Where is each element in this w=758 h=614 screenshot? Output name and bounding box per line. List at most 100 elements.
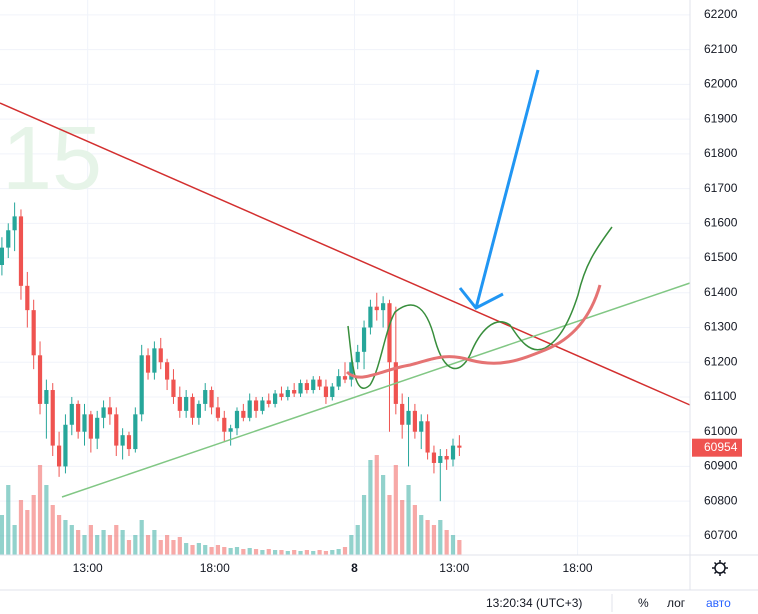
volume-bar [381,475,386,555]
volume-bar [209,547,214,555]
volume-bar [69,525,74,555]
candle-body [425,421,430,453]
candle-body [56,445,62,467]
volume-bar [374,455,379,555]
volume-bar [145,535,151,555]
candle-body [177,396,182,411]
y-tick-label: 60800 [704,493,738,507]
candle-body [273,393,278,404]
last-price-label: 60954 [704,440,738,454]
candle-body [50,390,55,446]
volume-bar [31,495,36,555]
volume-bar [63,520,68,555]
clock: 13:20:34 (UTC+3) [486,596,582,610]
volume-bar [292,550,297,555]
volume-bar [298,551,303,555]
candle-body [342,376,348,380]
volume-bar [196,543,201,555]
volume-bar [450,535,456,555]
candle-body [95,417,100,439]
resistance-trendline [0,102,691,406]
candle-body [158,348,163,363]
volume-bar [260,550,265,555]
volume-bar [361,495,367,555]
y-tick-label: 61200 [704,354,738,368]
candle-body [69,403,74,425]
volume-bar [0,515,5,555]
y-tick-label: 61700 [704,181,738,195]
volume-bar [387,495,392,555]
y-tick-label: 61600 [704,215,738,229]
log-toggle[interactable]: лог [667,596,686,610]
candle-body [406,410,411,425]
volume-bar [37,465,43,555]
x-tick-label: 13:00 [439,561,469,575]
candle-body [88,414,93,439]
volume-bar [171,540,176,555]
volume-bar [107,535,113,555]
auto-toggle[interactable]: авто [706,596,731,610]
volume-bar [152,530,157,555]
candle-body [6,230,11,248]
candle-body [145,355,151,373]
y-tick-label: 60900 [704,459,738,473]
candle-body [400,403,405,425]
volume-bar [285,551,290,555]
volume-bar [425,520,430,555]
volume-bar [393,465,398,555]
volume-bar [228,548,233,555]
candle-body [412,410,417,432]
percent-toggle[interactable]: % [638,596,649,610]
candle-body [209,390,214,408]
volume-bar [222,547,227,555]
y-tick-label: 61900 [704,111,738,125]
candle-body [266,400,271,404]
x-tick-label: 18:00 [200,561,230,575]
candle-body [438,456,443,463]
volume-bar [406,485,411,555]
x-tick-label: 18:00 [563,561,593,575]
candle-body [355,351,360,363]
volume-bar [101,530,106,555]
volume-bar [304,550,309,555]
candle-body [234,410,240,429]
last-price-box [692,438,742,457]
volume-bar [82,535,87,555]
x-tick-label: 13:00 [73,561,103,575]
candle-body [190,396,195,418]
volume-bar [126,540,132,555]
candle-body [18,216,24,286]
candle-body [76,403,81,432]
candle-body [444,456,449,460]
candle-body [279,393,284,397]
y-tick-label: 62100 [704,42,738,56]
candle-body [196,403,201,418]
candle-body [292,390,297,394]
volume-bar [56,515,62,555]
candle-body [203,390,208,404]
volume-bar [279,550,284,555]
candle-body [368,306,373,328]
candle-body [107,407,113,415]
candle-body [431,452,437,463]
candle-body [25,285,30,311]
volume-bar [336,549,341,555]
volume-bar [419,515,424,555]
volume-bar [12,525,17,555]
candle-body [222,417,227,432]
candle-body [304,383,309,391]
volume-bar [25,510,30,555]
volume-bar [164,535,170,555]
volume-bar [158,540,163,555]
candle-body [323,386,329,397]
candle-body [419,421,424,432]
candle-body [120,435,125,446]
candle-body [44,390,49,404]
arrow [458,69,540,310]
y-tick-label: 61800 [704,146,738,160]
settings-icon[interactable] [712,560,728,576]
candle-body [336,376,341,387]
candle-body [349,362,354,380]
volume-bar [323,551,329,555]
